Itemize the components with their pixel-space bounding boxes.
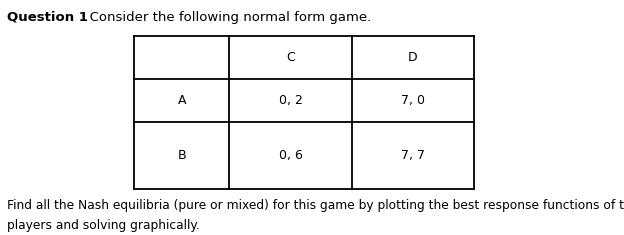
Text: Find all the Nash equilibria (pure or mixed) for this game by plotting the best : Find all the Nash equilibria (pure or mi…: [7, 199, 624, 212]
Text: 0, 2: 0, 2: [279, 94, 303, 107]
Text: 7, 0: 7, 0: [401, 94, 425, 107]
Text: C: C: [286, 51, 295, 64]
Text: 0, 6: 0, 6: [279, 149, 303, 162]
Text: D: D: [408, 51, 418, 64]
Text: A: A: [177, 94, 186, 107]
Text: B: B: [177, 149, 186, 162]
Text: 7, 7: 7, 7: [401, 149, 425, 162]
Text: : Consider the following normal form game.: : Consider the following normal form gam…: [81, 11, 371, 24]
Text: Question 1: Question 1: [7, 11, 89, 24]
Text: players and solving graphically.: players and solving graphically.: [7, 219, 200, 231]
